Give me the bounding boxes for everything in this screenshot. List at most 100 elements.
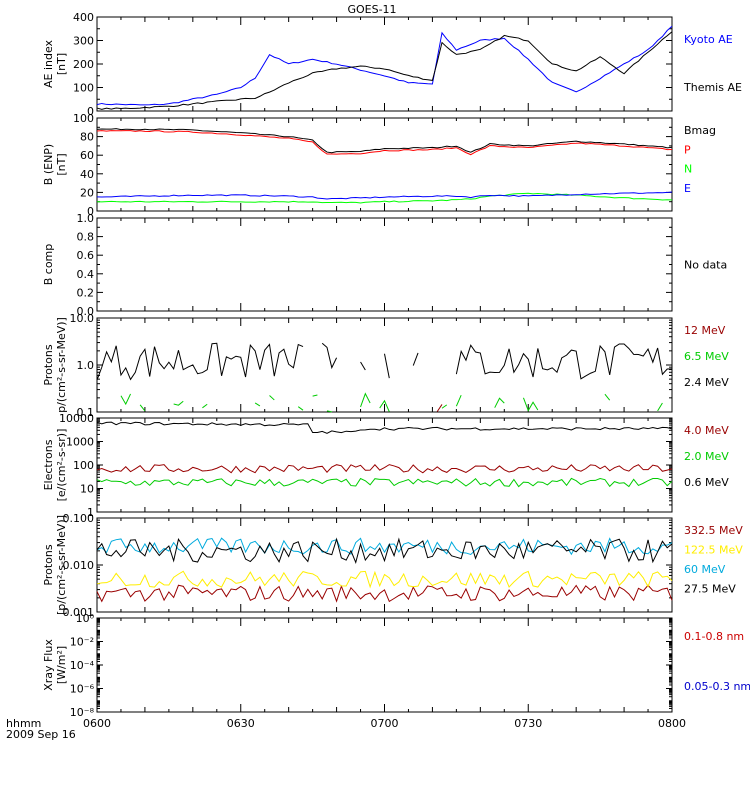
y-tick-label: 0	[87, 105, 94, 118]
y-axis-unit: [e/(cm²-s-sr)]	[55, 429, 68, 502]
series-line	[604, 393, 611, 401]
series-line	[202, 403, 208, 409]
y-tick-label: 1.0	[77, 359, 95, 372]
legend-27-5-mev: 27.5 MeV	[684, 583, 736, 596]
series-line	[96, 537, 673, 564]
legend-kyoto-ae: Kyoto AE	[684, 33, 733, 46]
series-line	[254, 402, 261, 407]
time-axis-label: hhmm	[6, 717, 41, 730]
y-tick-label: 300	[73, 35, 94, 48]
y-tick-label: 0.2	[77, 286, 95, 299]
series-line	[96, 192, 673, 204]
series-line	[657, 402, 663, 412]
series-line	[96, 342, 304, 381]
y-axis-unit: [p/(cm²-s-sr-MeV)]	[55, 515, 68, 615]
y-axis-label: Protons	[42, 544, 55, 585]
series-line	[96, 128, 673, 154]
panel-frame	[96, 617, 673, 713]
y-tick-label: 0.0	[77, 305, 95, 318]
legend-e: E	[684, 182, 691, 195]
y-tick-label: 10⁰	[76, 612, 95, 625]
series-line	[384, 353, 390, 379]
legend-n: N	[684, 163, 692, 176]
x-tick-label: 0800	[658, 717, 686, 730]
series-line	[96, 477, 673, 488]
legend-2-0-mev: 2.0 MeV	[684, 450, 729, 463]
series-line	[96, 537, 673, 556]
series-line	[436, 404, 443, 412]
y-axis-label: B (ENP)	[42, 144, 55, 185]
legend-12-mev: 12 MeV	[684, 324, 726, 337]
series-line	[96, 191, 673, 200]
panel-protons_low: 0.1 1.0 10.0 Protons p/(cm²-s-sr-MeV)] 12 MeV…	[42, 312, 729, 419]
series-line	[455, 395, 462, 407]
y-tick-label: 100	[73, 459, 94, 472]
series-line	[360, 361, 366, 371]
series-line	[455, 343, 673, 380]
y-tick-label: 10.0	[70, 312, 95, 325]
panel-ae: 0 100 200 300 400 AE index [nT] Kyoto AE Themis …	[42, 11, 742, 118]
legend-60-mev: 60 MeV	[684, 563, 726, 576]
series-line	[441, 404, 448, 409]
x-tick-label: 0600	[83, 717, 111, 730]
y-axis-unit: p/(cm²-s-sr-MeV)]	[55, 317, 68, 413]
panel-b_enp: 0 20 40 60 80 100 B (ENP) [nT] Bmag PNE	[42, 112, 716, 218]
series-line	[96, 130, 673, 156]
series-line	[96, 25, 673, 106]
panel-frame	[96, 16, 673, 112]
y-tick-label: 0.010	[63, 559, 95, 572]
panel-electrons: 1 10 100 1000 10000 Electrons [e/(cm²-s-sr)] 4.…	[42, 412, 729, 519]
y-tick-label: 80	[80, 131, 94, 144]
panel-b_comp: 0.0 0.2 0.4 0.6 0.8 1.0 B comp No data	[42, 212, 727, 318]
y-tick-label: 100	[73, 112, 94, 125]
legend-0-6-mev: 0.6 MeV	[684, 476, 729, 489]
y-tick-label: 1	[87, 506, 94, 519]
x-tick-label: 0700	[371, 717, 399, 730]
series-line	[96, 31, 673, 110]
series-line	[120, 393, 131, 406]
y-tick-label: 0.001	[63, 606, 95, 619]
series-line	[96, 570, 673, 589]
series-line	[173, 400, 184, 406]
legend-2-4-mev: 2.4 MeV	[684, 376, 729, 389]
y-tick-label: 20	[80, 186, 94, 199]
y-axis-label: B comp	[42, 244, 55, 286]
y-tick-label: 10	[80, 483, 94, 496]
y-tick-label: 100	[73, 82, 94, 95]
y-tick-label: 400	[73, 11, 94, 24]
panel-frame	[96, 217, 673, 312]
no-data-label: No data	[684, 259, 727, 272]
y-tick-label: 0.1	[77, 406, 95, 419]
y-axis-label: AE index	[42, 39, 55, 88]
series-line	[494, 397, 505, 408]
series-line	[312, 394, 318, 397]
panel-frame	[96, 517, 673, 613]
x-tick-label: 0630	[227, 717, 255, 730]
y-axis-unit: [W/m²]	[55, 646, 68, 684]
legend-0-1-0-8-nm: 0.1-0.8 nm	[684, 630, 744, 643]
x-tick-label: 0730	[514, 717, 542, 730]
y-tick-label: 0.4	[77, 268, 95, 281]
y-tick-label: 0	[87, 205, 94, 218]
y-tick-label: 0.100	[63, 512, 95, 525]
legend-332-5-mev: 332.5 MeV	[684, 524, 743, 537]
series-line	[269, 395, 275, 401]
series-line	[96, 463, 673, 474]
legend-4-0-mev: 4.0 MeV	[684, 424, 729, 437]
y-tick-label: 1000	[66, 436, 94, 449]
legend-0-05-0-3-nm: 0.05-0.3 nm	[684, 680, 750, 693]
series-line	[326, 410, 332, 413]
panel-protons_high: 0.001 0.010 0.100 Protons [p/(cm²-s-sr-MeV)]…	[42, 512, 743, 619]
series-line	[379, 399, 390, 412]
date-label: 2009 Sep 16	[6, 728, 76, 741]
series-line	[139, 404, 146, 412]
y-tick-label: 200	[73, 58, 94, 71]
series-line	[96, 584, 673, 603]
series-line	[96, 421, 673, 434]
y-tick-label: 40	[80, 168, 94, 181]
y-tick-label: 10⁻⁸	[70, 706, 95, 719]
panel-frame	[96, 417, 673, 513]
legend-6-5-mev: 6.5 MeV	[684, 350, 729, 363]
y-tick-label: 0.6	[77, 249, 95, 262]
legend-bmag: Bmag	[684, 124, 716, 137]
